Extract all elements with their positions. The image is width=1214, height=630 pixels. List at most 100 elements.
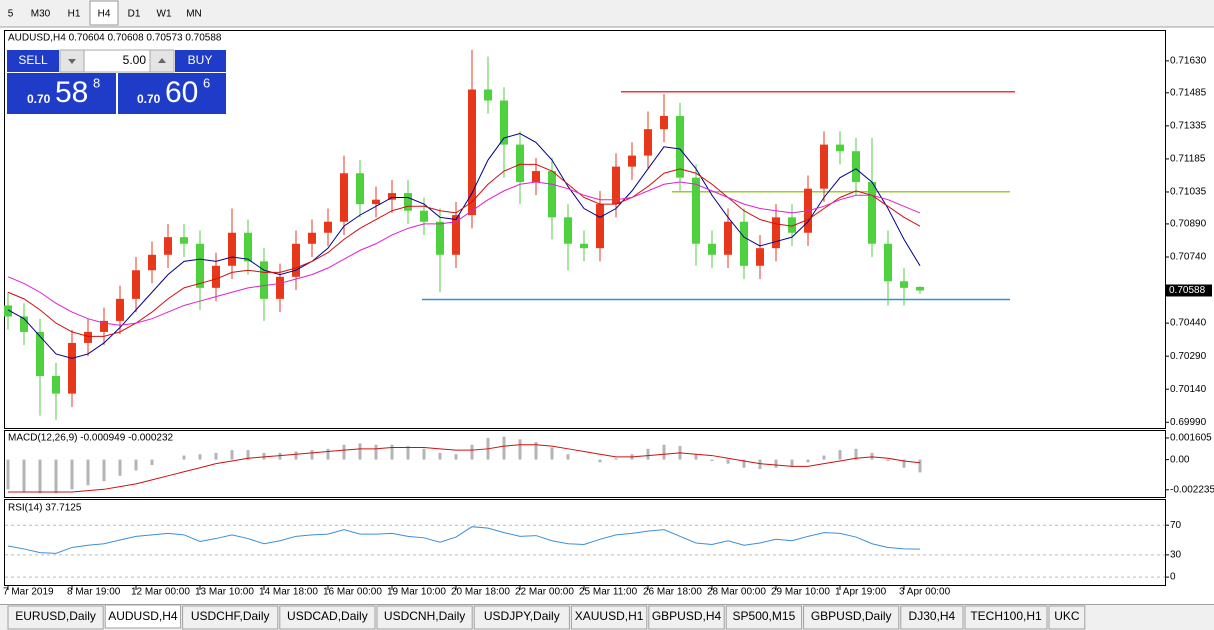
up-arrow [158,58,166,63]
macd-bar [422,448,426,460]
candle-body [740,221,748,266]
macd-bar [518,439,522,460]
x-tick-label: 29 Mar 10:00 [771,587,830,598]
symbol-tab[interactable] [279,605,376,630]
macd-bar [214,452,218,460]
candle-body [116,298,124,321]
sell-button[interactable] [7,50,59,72]
candle-body [244,232,252,262]
y-tick-label: 0.70290 [1170,351,1207,362]
symbol-tab-label: DJ30,H4 [909,609,956,623]
x-tick-label: 14 Mar 18:00 [259,587,318,598]
macd-bar [870,452,874,460]
macd-bar [774,459,778,468]
timeframe-label: D1 [128,9,141,20]
candle-body [132,270,140,299]
candle-body [84,331,92,343]
timeframe-button[interactable] [150,1,178,25]
candle-body [884,243,892,282]
timeframe-button[interactable] [120,1,148,25]
macd-bar [662,444,666,460]
y-tick-label: 0.71035 [1170,187,1207,198]
candle-body [548,171,556,218]
symbol-tab[interactable] [964,605,1048,630]
candle-body [436,221,444,255]
symbol-tab-label: UKC [1054,609,1080,623]
candle-body [164,237,172,255]
volume-value: 5.00 [123,53,147,67]
macd-bar [854,448,858,460]
y-tick-label: 0.71335 [1170,121,1207,132]
candle-body [836,144,844,152]
symbol-tab[interactable] [104,604,182,629]
symbol-tab[interactable] [900,605,964,630]
current-price-label: 0.70588 [1169,285,1206,296]
x-tick-label: 8 Mar 19:00 [67,587,121,598]
macd-bar [710,459,714,461]
macd-bar [182,455,186,460]
plots: 0.716300.714850.713350.711850.710350.708… [3,49,1214,598]
candle-body [580,243,588,249]
candle-body [644,129,652,156]
bid-prefix: 0.70 [27,92,51,106]
sell-label: SELL [18,53,48,67]
bid-box[interactable] [7,73,116,114]
candle-body [484,89,492,101]
timeframe-button[interactable] [89,0,119,26]
symbol-tab[interactable] [803,605,900,630]
rsi-line [7,526,921,554]
y-tick-label: 0.00 [1170,454,1190,465]
rsi-panel [4,499,1166,586]
macd-bar [86,459,90,486]
macd-bar [54,459,58,494]
buy-button[interactable] [175,50,226,72]
x-tick-label: 16 Mar 00:00 [323,587,382,598]
candle-body [260,261,268,299]
ask-box[interactable] [118,73,226,114]
symbol-tab[interactable] [473,605,570,630]
candle-body [772,217,780,249]
macd-bar [694,454,698,460]
symbol-tab[interactable] [570,605,648,630]
x-tick-label: 3 Apr 00:00 [899,587,951,598]
symbol-tab[interactable] [7,605,104,630]
symbol-tab[interactable] [725,605,803,630]
timeframe-button[interactable] [0,1,21,25]
macd-bar [278,452,282,460]
macd-bar [886,459,890,461]
symbol-tab[interactable] [376,605,473,630]
candle-body [532,171,540,183]
macd-bar [406,446,410,460]
macd-bar [646,448,650,460]
timeframe-button[interactable] [180,1,208,25]
macd-bar [470,444,474,460]
candle-body [404,193,412,211]
candle-body [292,243,300,277]
candle-body [308,232,316,244]
candle-body [868,182,876,244]
candle-body [916,286,924,291]
candle-body [100,320,108,332]
candle-body [564,217,572,244]
down-arrow [68,59,76,64]
candle-body [452,215,460,255]
ask-small: 6 [203,75,210,90]
candle-body [340,173,348,222]
symbol-tab[interactable] [648,605,725,630]
timeframe-button[interactable] [23,1,58,25]
candle-body [52,375,60,394]
timeframe-button[interactable] [60,1,88,25]
macd-bar [822,455,826,460]
y-tick-label: 30 [1170,550,1182,561]
x-tick-label: 26 Mar 18:00 [643,587,702,598]
y-tick-label: 0.001605 [1170,433,1212,444]
trade-panel: SELL 5.00 BUY 0.70 58 8 0.70 60 6 [7,49,226,114]
current-price-marker [1166,284,1212,297]
symbol-tab-label: GBPUSD,Daily [811,609,892,623]
y-tick-label: 0.69990 [1170,417,1207,428]
candle-body [724,221,732,255]
symbol-tab[interactable] [182,605,279,630]
symbol-tab[interactable] [1048,605,1086,630]
macd-bar [598,459,602,463]
